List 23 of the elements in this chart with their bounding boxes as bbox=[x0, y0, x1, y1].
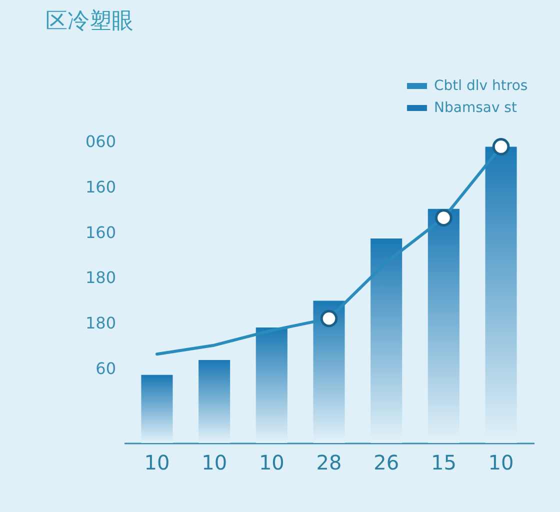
bar bbox=[141, 374, 173, 443]
bar bbox=[198, 360, 230, 443]
text: 180 bbox=[85, 268, 116, 288]
legend-label: Nbamsav st bbox=[434, 100, 518, 116]
text: 160 bbox=[85, 222, 116, 242]
x-tick-label: 15 bbox=[430, 450, 456, 474]
bar bbox=[256, 327, 288, 443]
x-tick-label: 10 bbox=[258, 450, 284, 474]
text: 060 bbox=[85, 132, 116, 152]
text: 160 bbox=[85, 178, 116, 197]
x-tick-label: 10 bbox=[488, 450, 514, 474]
bar bbox=[428, 208, 460, 443]
x-tick-label: 28 bbox=[316, 450, 342, 474]
bar bbox=[313, 300, 345, 443]
x-tick-label: 26 bbox=[374, 450, 400, 474]
text: 180 bbox=[85, 314, 116, 333]
legend-label: Cbtl dlv htros bbox=[434, 78, 528, 94]
x-tick-label: 10 bbox=[202, 450, 228, 474]
chart-title: 区冷塑眼 bbox=[45, 9, 134, 34]
x-tick-label: 10 bbox=[144, 450, 170, 474]
bar bbox=[370, 238, 402, 443]
text: 60 bbox=[96, 358, 116, 378]
bar bbox=[485, 146, 517, 443]
